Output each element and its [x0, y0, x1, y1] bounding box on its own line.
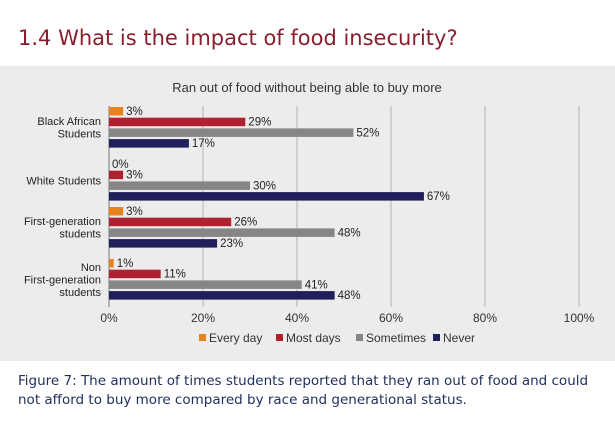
x-tick-label: 20% [191, 311, 215, 325]
chart-title: Ran out of food without being able to bu… [172, 80, 442, 95]
bar [109, 170, 124, 180]
bar [109, 192, 424, 201]
data-label: 3% [126, 106, 143, 118]
bar [109, 139, 189, 148]
legend-swatch [199, 334, 206, 341]
category-label: First-generation [24, 274, 101, 286]
legend-swatch [433, 334, 440, 341]
data-label: 30% [253, 180, 276, 192]
data-label: 48% [338, 227, 361, 239]
bar [109, 280, 302, 289]
category-label: students [59, 229, 101, 241]
category-label: Students [58, 129, 102, 141]
bar-chart: Ran out of food without being able to bu… [24, 80, 595, 345]
x-tick-label: 60% [379, 311, 403, 325]
x-tick-label: 40% [285, 311, 309, 325]
chart-panel: Ran out of food without being able to bu… [0, 66, 615, 361]
figure-caption: Figure 7: The amount of times students r… [18, 373, 589, 408]
legend-label: Sometimes [366, 331, 426, 345]
data-label: 48% [338, 290, 361, 302]
data-label: 26% [234, 217, 257, 229]
bar [109, 228, 335, 237]
bar [109, 217, 232, 227]
data-label: 11% [164, 269, 186, 281]
bar [109, 291, 335, 300]
bar [109, 259, 114, 268]
legend-label: Every day [209, 331, 262, 345]
data-label: 52% [356, 127, 379, 139]
category-label: First-generation [24, 216, 101, 228]
x-tick-label: 100% [564, 311, 595, 325]
data-label: 0% [112, 159, 129, 171]
legend-label: Never [443, 331, 475, 345]
data-label: 1% [117, 258, 134, 270]
data-label: 67% [427, 191, 450, 203]
data-label: 41% [305, 279, 328, 291]
legend-label: Most days [286, 331, 341, 345]
data-label: 23% [220, 238, 243, 250]
category-label: Non [81, 262, 101, 274]
bar [109, 107, 124, 116]
bar [109, 117, 246, 127]
data-label: 17% [192, 138, 215, 150]
page-title: 1.4 What is the impact of food insecurit… [18, 26, 458, 50]
x-tick-label: 0% [100, 311, 118, 325]
x-tick-label: 80% [473, 311, 497, 325]
bar [109, 181, 250, 190]
data-label: 3% [126, 206, 143, 218]
legend-swatch [356, 334, 363, 341]
category-label: students [59, 287, 101, 299]
category-label: Black African [37, 116, 101, 128]
bar [109, 269, 161, 279]
legend-swatch [276, 334, 283, 341]
bar [109, 239, 218, 248]
bar [109, 207, 124, 216]
category-label: White Students [26, 175, 101, 187]
data-label: 29% [248, 117, 271, 129]
data-label: 3% [126, 170, 143, 182]
bar [109, 128, 354, 137]
